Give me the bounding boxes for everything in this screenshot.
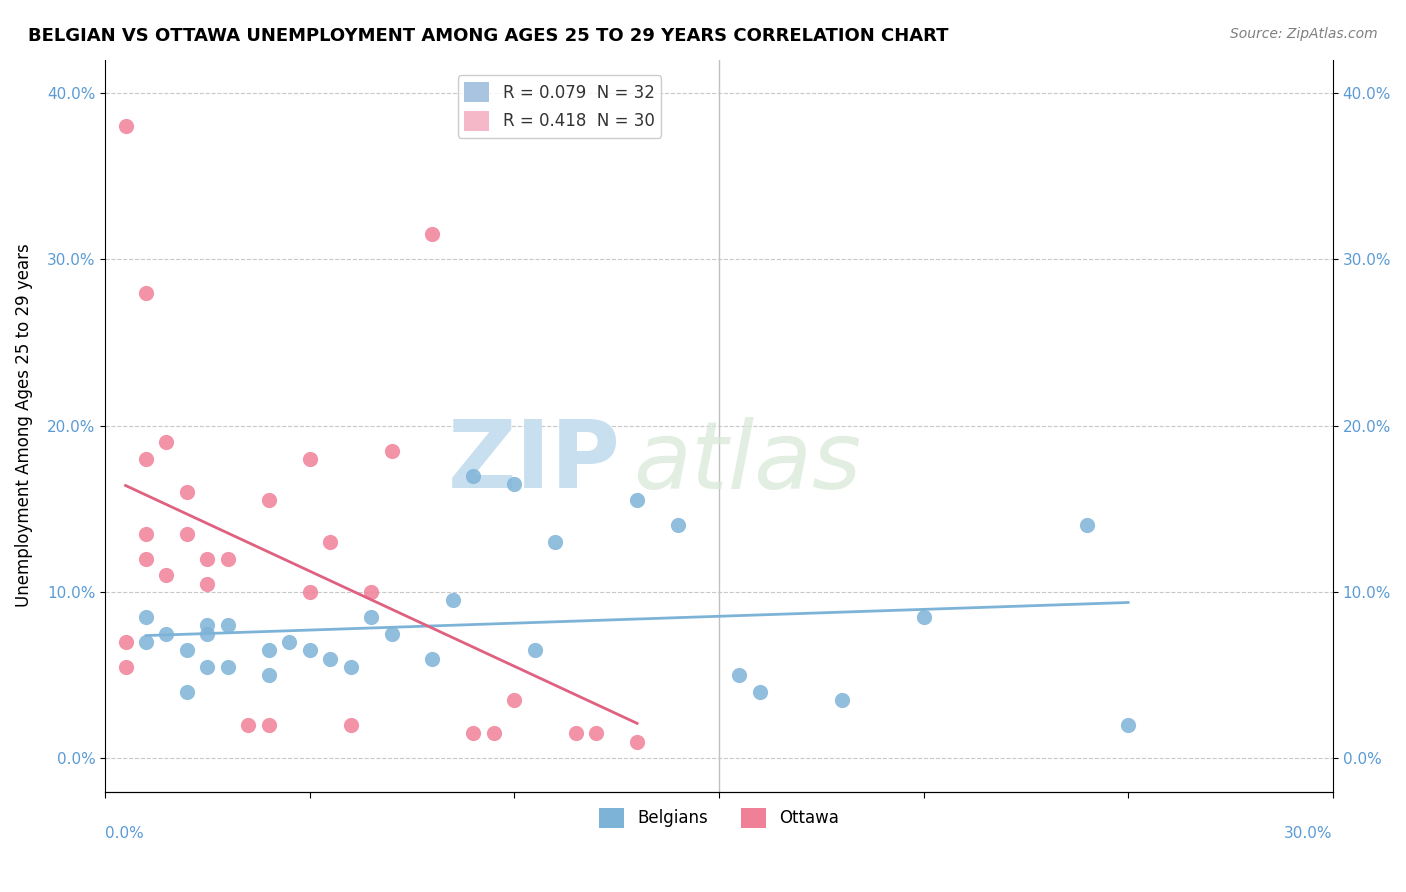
Point (748, 685, 770, 699)
Point (831, 693, 853, 707)
Point (523, 643, 546, 657)
Point (217, 660, 239, 674)
Text: 0.0%: 0.0% (105, 826, 143, 841)
Point (217, 551, 239, 566)
Text: 30.0%: 30.0% (1284, 826, 1333, 841)
Point (197, 576, 219, 591)
Point (380, 626, 402, 640)
Point (339, 660, 361, 674)
Point (114, 660, 136, 674)
Point (298, 643, 321, 657)
Point (339, 718, 361, 732)
Point (298, 585, 321, 599)
Point (626, 734, 648, 748)
Point (503, 693, 526, 707)
Point (298, 451, 321, 466)
Point (1116, 718, 1139, 732)
Point (135, 285, 157, 300)
Text: BELGIAN VS OTTAWA UNEMPLOYMENT AMONG AGES 25 TO 29 YEARS CORRELATION CHART: BELGIAN VS OTTAWA UNEMPLOYMENT AMONG AGE… (28, 27, 949, 45)
Point (626, 493, 648, 508)
Point (1076, 518, 1098, 533)
Point (238, 718, 260, 732)
Point (728, 668, 751, 682)
Point (482, 726, 505, 740)
Point (257, 718, 280, 732)
Point (319, 535, 342, 549)
Point (912, 610, 935, 624)
Point (176, 643, 198, 657)
Point (135, 610, 157, 624)
Point (197, 618, 219, 632)
Point (176, 685, 198, 699)
Point (197, 551, 219, 566)
Point (360, 610, 382, 624)
Point (278, 635, 301, 649)
Point (135, 551, 157, 566)
Point (114, 635, 136, 649)
Text: Source: ZipAtlas.com: Source: ZipAtlas.com (1230, 27, 1378, 41)
Point (176, 526, 198, 541)
Point (463, 726, 485, 740)
Point (257, 493, 280, 508)
Point (564, 726, 586, 740)
Point (666, 518, 689, 533)
Point (544, 535, 567, 549)
Point (257, 643, 280, 657)
Point (135, 451, 157, 466)
Point (585, 726, 607, 740)
Point (135, 526, 157, 541)
Point (217, 618, 239, 632)
Text: ZIP: ZIP (449, 417, 620, 508)
Point (135, 635, 157, 649)
Point (319, 651, 342, 665)
Point (422, 227, 444, 242)
Point (360, 585, 382, 599)
Point (463, 468, 485, 483)
Point (257, 668, 280, 682)
Point (380, 443, 402, 458)
Point (197, 660, 219, 674)
Text: atlas: atlas (633, 417, 862, 508)
Point (155, 568, 177, 582)
Y-axis label: Unemployment Among Ages 25 to 29 years: Unemployment Among Ages 25 to 29 years (15, 244, 32, 607)
Point (441, 593, 464, 607)
Point (155, 435, 177, 450)
Point (155, 626, 177, 640)
Point (114, 119, 136, 133)
Legend: Belgians, Ottawa: Belgians, Ottawa (592, 801, 846, 835)
Point (197, 626, 219, 640)
Point (422, 651, 444, 665)
Point (176, 485, 198, 500)
Point (503, 476, 526, 491)
